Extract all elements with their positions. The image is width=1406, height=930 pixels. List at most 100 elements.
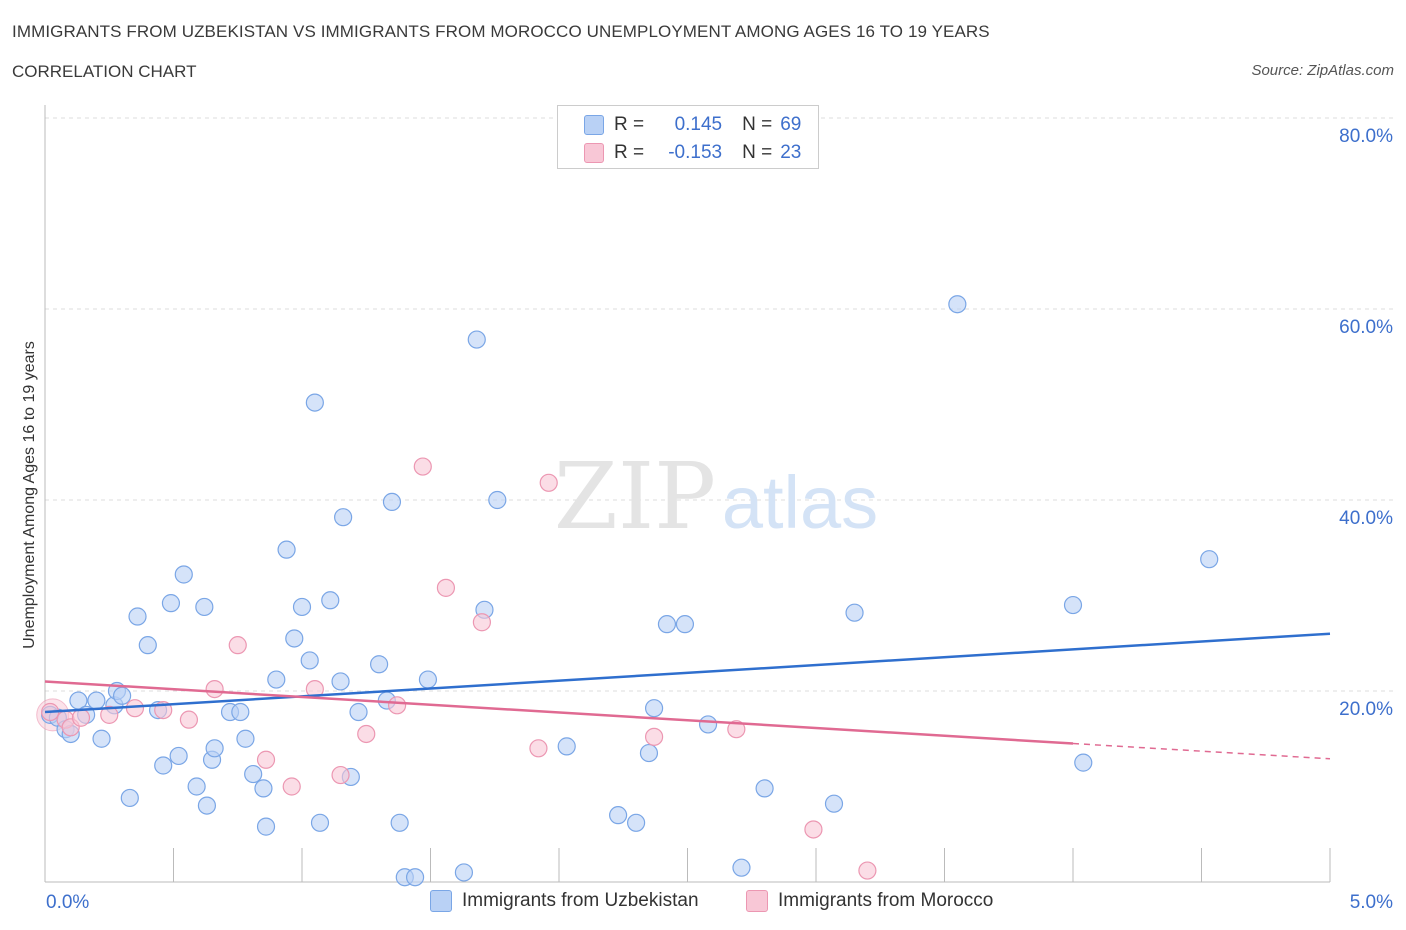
uzbekistan-point bbox=[382, 492, 402, 512]
n-label: N = bbox=[742, 114, 773, 135]
morocco-point bbox=[436, 578, 456, 597]
x-tick-label: 5.0% bbox=[1350, 892, 1393, 913]
morocco-point bbox=[804, 820, 823, 839]
uzbekistan-point bbox=[256, 817, 276, 836]
morocco-r-value: -0.153 bbox=[668, 142, 723, 163]
uzbekistan-point bbox=[321, 591, 340, 610]
uzbekistan-point bbox=[138, 636, 157, 655]
morocco-point bbox=[413, 457, 432, 476]
watermark-zip: ZIP bbox=[554, 443, 716, 550]
morocco-point bbox=[71, 708, 91, 727]
morocco-legend-swatch bbox=[746, 890, 768, 912]
morocco-swatch bbox=[584, 143, 604, 163]
uzbekistan-point bbox=[267, 670, 286, 689]
uzbekistan-point bbox=[418, 670, 438, 689]
uzbekistan-point bbox=[92, 729, 111, 748]
x-tick-label: 0.0% bbox=[46, 892, 89, 913]
morocco-point bbox=[179, 710, 199, 729]
uzbekistan-point bbox=[948, 295, 967, 314]
uzbekistan-legend-label: Immigrants from Uzbekistan bbox=[462, 890, 699, 911]
r-label: R = bbox=[614, 142, 645, 163]
uzbekistan-legend-swatch bbox=[430, 890, 452, 912]
uzbekistan-point bbox=[300, 651, 319, 670]
uzbekistan-point bbox=[349, 702, 368, 722]
bottom-legend-morocco: Immigrants from Morocco bbox=[746, 890, 993, 912]
y-tick-label: 40.0% bbox=[1339, 508, 1393, 529]
y-axis-label: Unemployment Among Ages 16 to 19 years bbox=[21, 341, 38, 649]
morocco-point bbox=[539, 473, 558, 492]
morocco-point bbox=[100, 705, 119, 724]
uzbekistan-point bbox=[310, 813, 330, 832]
uzbekistan-point bbox=[732, 858, 751, 877]
uzbekistan-n-value: 69 bbox=[780, 114, 802, 135]
uzbekistan-point bbox=[331, 672, 350, 691]
y-tick-label: 20.0% bbox=[1339, 699, 1393, 720]
source-credit: Source: ZipAtlas.com bbox=[1251, 62, 1394, 79]
morocco-point bbox=[357, 724, 376, 744]
uzbekistan-point bbox=[755, 779, 774, 798]
uzbekistan-point bbox=[1200, 550, 1219, 569]
morocco-point bbox=[387, 696, 407, 715]
r-label: R = bbox=[614, 114, 645, 135]
uzbekistan-point bbox=[254, 779, 273, 798]
uzbekistan-point bbox=[639, 743, 659, 763]
morocco-point bbox=[727, 720, 746, 739]
uzbekistan-point bbox=[370, 655, 389, 674]
uzbekistan-point bbox=[334, 508, 353, 527]
uzbekistan-point bbox=[236, 729, 255, 748]
uzbekistan-point bbox=[197, 796, 217, 815]
morocco-point bbox=[858, 861, 877, 880]
uzbekistan-point bbox=[488, 490, 507, 510]
uzbekistan-point bbox=[292, 597, 312, 617]
y-tick-label: 80.0% bbox=[1339, 126, 1393, 147]
morocco-point bbox=[644, 727, 664, 746]
legend-row-morocco: R = -0.153 N = 23 bbox=[584, 142, 801, 164]
uzbekistan-point bbox=[120, 788, 139, 808]
morocco-point bbox=[282, 777, 301, 796]
uzbekistan-point bbox=[87, 691, 106, 710]
n-label: N = bbox=[742, 142, 773, 163]
morocco-n-value: 23 bbox=[780, 142, 802, 163]
uzbekistan-point bbox=[231, 702, 250, 722]
y-tick-label: 60.0% bbox=[1339, 317, 1393, 338]
bottom-legend-uzbekistan: Immigrants from Uzbekistan bbox=[430, 890, 699, 912]
uzbekistan-point bbox=[845, 603, 864, 622]
uzbekistan-point bbox=[390, 813, 409, 832]
uzbekistan-point bbox=[161, 594, 181, 613]
uzbekistan-r-value: 0.145 bbox=[674, 114, 723, 135]
legend-row-uzbekistan: R = 0.145 N = 69 bbox=[584, 114, 801, 136]
morocco-point bbox=[125, 699, 145, 718]
uzbekistan-point bbox=[305, 393, 324, 412]
chart-title: IMMIGRANTS FROM UZBEKISTAN VS IMMIGRANTS… bbox=[12, 22, 990, 41]
morocco-point bbox=[472, 613, 491, 632]
uzbekistan-point bbox=[405, 868, 425, 887]
uzbekistan-point bbox=[698, 715, 718, 734]
morocco-trendline-extension bbox=[1072, 742, 1331, 760]
uzbekistan-swatch bbox=[584, 115, 604, 135]
uzbekistan-trendline bbox=[44, 632, 1331, 714]
uzbekistan-point bbox=[467, 330, 486, 349]
morocco-trendline bbox=[44, 680, 1074, 745]
morocco-point bbox=[228, 636, 247, 655]
uzbekistan-point bbox=[824, 794, 844, 813]
uzbekistan-point bbox=[154, 756, 173, 775]
uzbekistan-point bbox=[285, 629, 304, 648]
uzbekistan-point bbox=[609, 806, 628, 825]
uzbekistan-point bbox=[1063, 595, 1083, 615]
uzbekistan-point bbox=[626, 813, 646, 832]
uzbekistan-point bbox=[187, 777, 206, 796]
morocco-point bbox=[529, 739, 548, 758]
morocco-point bbox=[205, 679, 224, 699]
uzbekistan-point bbox=[454, 863, 474, 882]
morocco-legend-label: Immigrants from Morocco bbox=[778, 890, 994, 911]
uzbekistan-point bbox=[195, 597, 214, 617]
uzbekistan-point bbox=[244, 764, 263, 784]
morocco-point bbox=[331, 765, 350, 785]
correlation-legend: R = 0.145 N = 69 R = -0.153 N = 23 bbox=[557, 105, 819, 169]
morocco-point bbox=[256, 750, 276, 769]
uzbekistan-point bbox=[205, 739, 224, 758]
chart-subtitle: CORRELATION CHART bbox=[12, 62, 197, 81]
uzbekistan-point bbox=[644, 699, 664, 718]
uzbekistan-point bbox=[657, 615, 677, 634]
